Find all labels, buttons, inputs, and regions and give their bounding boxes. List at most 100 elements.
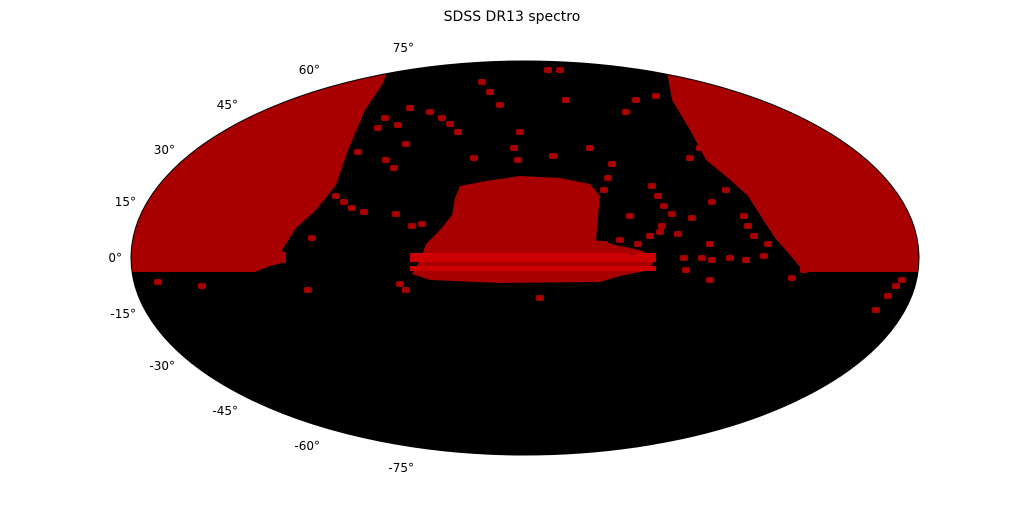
coverage-plate-59 [742,257,750,263]
coverage-plate-70 [198,283,206,289]
coverage-plate-28 [354,149,362,155]
coverage-plate-24 [604,175,612,181]
coverage-plate-63 [706,241,714,247]
lat-label-0: 0° [108,251,122,265]
coverage-plate-81 [600,241,608,247]
coverage-plate-17 [516,129,524,135]
lat-label-m60: -60° [294,439,320,453]
coverage-plate-44 [656,229,664,235]
coverage-plate-16 [394,122,402,128]
coverage-plate-79 [616,237,624,243]
coverage-plate-61 [708,257,716,263]
coverage-plate-29 [402,141,410,147]
map-outline [130,60,920,456]
coverage-plate-73 [402,287,410,293]
coverage-plate-38 [648,183,656,189]
coverage-plate-30 [332,193,340,199]
coverage-plate-42 [626,213,634,219]
coverage-plate-11 [438,115,446,121]
coverage-plate-53 [696,145,704,151]
coverage-plate-9 [406,105,414,111]
coverage-plate-47 [674,231,682,237]
coverage-plate-10 [426,109,434,115]
coverage-plate-13 [454,129,462,135]
coverage-plate-36 [418,221,426,227]
coverage-plate-4 [556,67,564,73]
coverage-plate-48 [688,215,696,221]
map-title: SDSS DR13 spectro [443,9,581,25]
coverage-plate-40 [660,203,668,209]
lat-label-m15: -15° [110,307,136,321]
coverage-plate-66 [706,277,714,283]
coverage-plate-23 [608,161,616,167]
coverage-plate-32 [348,205,356,211]
coverage-plate-37 [308,235,316,241]
coverage-plate-6 [632,97,640,103]
coverage-plate-65 [682,267,690,273]
coverage-plate-62 [698,255,706,261]
coverage-plate-75 [884,293,892,299]
coverage-plate-68 [800,267,808,273]
coverage-plate-71 [304,287,312,293]
coverage-plate-43 [658,223,666,229]
coverage-plate-1 [486,89,494,95]
coverage-plate-33 [360,209,368,215]
coverage-plate-69 [154,279,162,285]
lat-label-60: 60° [299,63,320,77]
coverage-plate-5 [562,97,570,103]
coverage-plates [154,67,906,313]
coverage-plate-49 [708,199,716,205]
coverage-plate-80 [628,249,636,255]
coverage-stripe-equator [410,253,656,262]
coverage-plate-39 [654,193,662,199]
coverage-plate-21 [549,153,557,159]
coverage-plate-52 [686,155,694,161]
coverage-plate-57 [764,241,772,247]
coverage-plate-2 [496,102,504,108]
coverage-plate-3 [544,67,552,73]
coverage-plate-41 [668,211,676,217]
coverage-plate-46 [634,241,642,247]
coverage-plate-64 [680,255,688,261]
lat-label-15: 15° [115,195,136,209]
coverage-plate-35 [408,223,416,229]
coverage-plate-14 [381,115,389,121]
coverage-plate-58 [760,253,768,259]
lat-label-45: 45° [217,98,238,112]
coverage-plate-67 [788,275,796,281]
coverage-plate-15 [374,125,382,131]
coverage-plate-60 [726,255,734,261]
coverage-plate-27 [390,165,398,171]
coverage-plate-51 [736,177,744,183]
coverage-plate-31 [340,199,348,205]
coverage-plate-54 [740,213,748,219]
coverage-plate-7 [652,93,660,99]
coverage-stripe-equator-2 [410,266,656,271]
lat-label-75: 75° [393,41,414,55]
lat-label-30: 30° [154,143,175,157]
coverage-plate-55 [744,223,752,229]
lat-label-m75: -75° [388,461,414,475]
coverage-plate-74 [536,295,544,301]
coverage-plate-72 [396,281,404,287]
coverage-plate-78 [898,277,906,283]
coverage-plate-50 [722,187,730,193]
coverage-plate-56 [750,233,758,239]
coverage-plate-77 [872,307,880,313]
coverage-plate-45 [646,233,654,239]
coverage-plate-76 [892,283,900,289]
coverage-plate-26 [382,157,390,163]
coverage-band-west [256,252,286,263]
coverage-plate-25 [600,187,608,193]
coverage-plate-12 [446,121,454,127]
coverage-plate-34 [392,211,400,217]
lat-label-m30: -30° [149,359,175,373]
coverage-plate-19 [514,157,522,163]
coverage-plate-22 [586,145,594,151]
coverage-plate-18 [510,145,518,151]
lat-label-m45: -45° [212,404,238,418]
coverage-plate-0 [478,79,486,85]
coverage-plate-8 [622,109,630,115]
coverage-plate-20 [470,155,478,161]
